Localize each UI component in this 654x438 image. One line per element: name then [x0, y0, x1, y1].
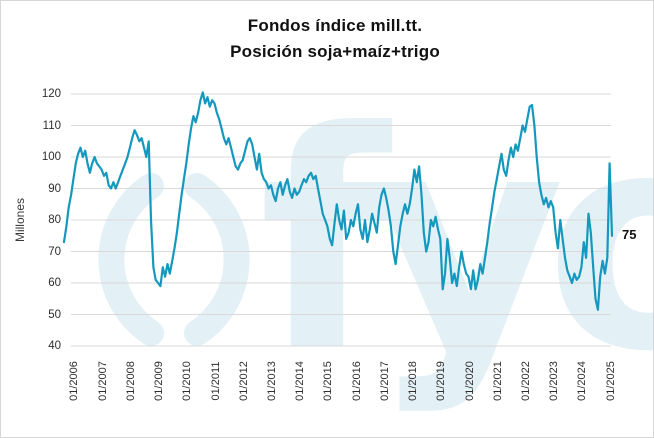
end-value-label: 75: [622, 227, 637, 242]
x-tick-label: 01/2011: [209, 361, 222, 401]
x-tick-label: 01/2006: [68, 361, 81, 401]
x-tick-label: 01/2007: [96, 361, 109, 401]
x-tick-label: 01/2022: [519, 361, 532, 401]
x-tick-label: 01/2010: [181, 361, 194, 401]
chart-title: Fondos índice mill.tt.: [247, 16, 423, 35]
y-tick-label: 40: [48, 340, 61, 352]
fyo-logo-open-paren-watermark: [98, 173, 164, 346]
x-tick-label: 01/2020: [463, 361, 476, 401]
fyo-logo-close-paren-watermark: [184, 173, 250, 346]
y-tick-label: 90: [48, 182, 61, 195]
series-line: [62, 91, 614, 311]
x-tick-label: 01/2014: [294, 361, 307, 401]
x-tick-label: 01/2025: [604, 361, 617, 401]
x-tick-label: 01/2021: [491, 361, 504, 401]
x-tick-label: 01/2017: [378, 361, 391, 401]
x-tick-label: 01/2015: [322, 361, 335, 401]
y-tick-label: 100: [41, 151, 61, 163]
y-tick-label: 70: [48, 245, 61, 258]
y-tick-label: 80: [48, 214, 61, 226]
x-tick-label: 01/2018: [407, 361, 420, 401]
x-tick-label: 01/2013: [265, 361, 278, 401]
y-tick-label: 110: [42, 119, 61, 132]
x-tick-label: 01/2009: [153, 361, 166, 401]
x-tick-label: 01/2016: [350, 361, 363, 401]
y-tick-label: 60: [48, 277, 61, 289]
chart-title-block: Fondos índice mill.tt. Posición soja+maí…: [1, 13, 653, 65]
x-tick-label: 01/2012: [237, 361, 250, 401]
x-tick-label: 01/2023: [548, 361, 561, 401]
y-tick-label: 50: [48, 308, 61, 321]
y-tick-label: 120: [41, 88, 61, 100]
x-tick-label: 01/2008: [124, 361, 137, 401]
x-tick-label: 01/2024: [576, 361, 589, 401]
chart-subtitle: Posición soja+maíz+trigo: [230, 42, 440, 61]
fyo-watermark-text: fyo: [259, 68, 654, 417]
x-tick-label: 01/2019: [435, 361, 448, 401]
